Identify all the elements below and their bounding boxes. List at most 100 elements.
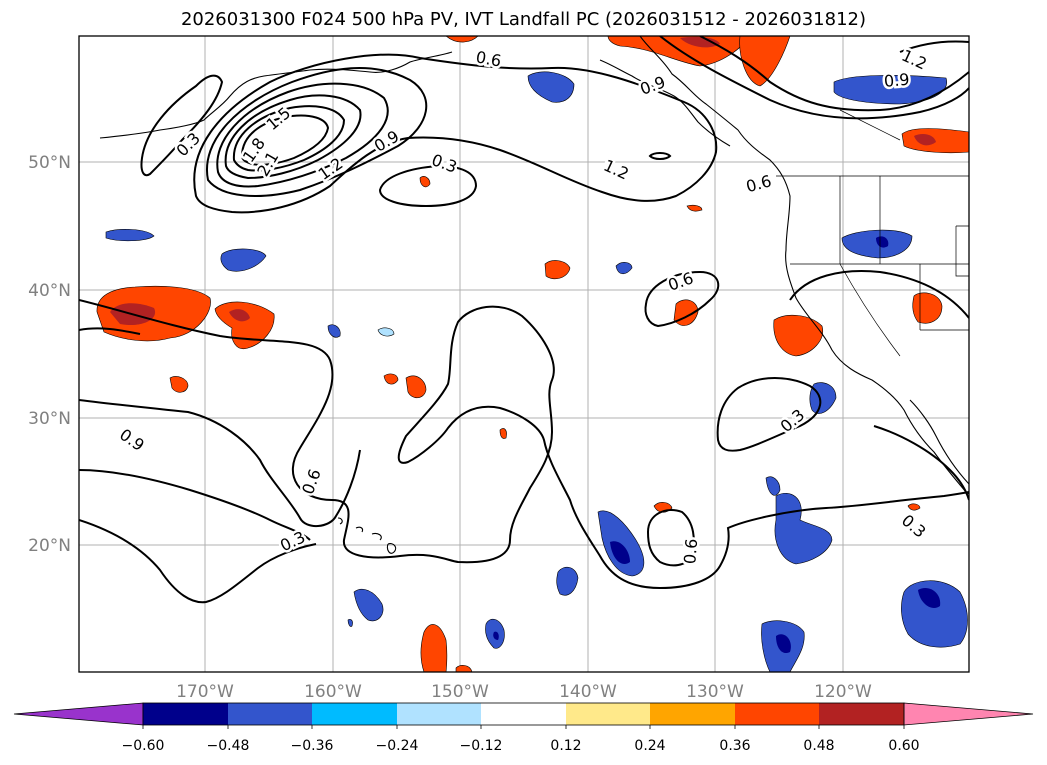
ivt-blob (405, 375, 427, 399)
contour-label: 0.6 (680, 538, 701, 565)
ivt-blob (455, 665, 473, 672)
map-title: 2026031300 F024 500 hPa PV, IVT Landfall… (180, 9, 867, 30)
pv-contour (646, 509, 695, 567)
coastline-north-america (639, 36, 969, 495)
colorbar-segment (735, 703, 819, 725)
colorbar-segment (228, 703, 312, 725)
ivt-blob (220, 248, 267, 272)
map-frame (78, 35, 970, 673)
ivt-blob (527, 71, 575, 103)
ivt-blob (914, 134, 936, 146)
colorbar-segment (143, 703, 228, 725)
pv-contour (79, 299, 969, 590)
pv-contour (216, 82, 389, 188)
colorbar-segment (312, 703, 397, 725)
lon-label-150w: 150°W (431, 682, 489, 702)
colorbar-segment (650, 703, 735, 725)
ivt-blob (383, 373, 399, 385)
colorbar-tick: −0.36 (291, 738, 334, 754)
pv-contour (378, 164, 478, 208)
ivt-blob (229, 309, 250, 322)
ivt-blob (776, 634, 791, 654)
ivt-blob (420, 624, 448, 672)
ivt-blob (419, 176, 431, 188)
pv-contour (224, 94, 362, 180)
colorbar-tick: −0.24 (376, 738, 419, 754)
lat-label-50n: 50°N (28, 153, 71, 173)
pv-contour (205, 66, 428, 197)
pv-contour (899, 40, 969, 53)
ivt-blob (774, 492, 833, 565)
contour-label: 0.9 (883, 70, 910, 91)
ivt-blob (841, 229, 913, 259)
pv-contour (644, 270, 720, 328)
pv-contour (789, 270, 969, 319)
colorbar-tick: 0.48 (803, 738, 834, 754)
colorbar-segment (481, 703, 566, 725)
pv-contour (193, 53, 718, 214)
ivt-blob (347, 618, 353, 627)
pv-contour (648, 152, 672, 160)
ivt-blob (597, 510, 645, 577)
ivt-blob (615, 262, 633, 275)
ivt-blob (912, 292, 943, 324)
pv-contour (873, 425, 969, 501)
ivt-blob (907, 503, 921, 511)
lon-label-140w: 140°W (559, 682, 617, 702)
ivt-blob (765, 476, 781, 496)
colorbar-segment (397, 703, 481, 725)
colorbar: −0.60 −0.48 −0.36 −0.24 −0.12 0.12 0.24 … (13, 702, 1034, 754)
colorbar-extend-low (13, 702, 144, 726)
pv-contour (79, 327, 361, 527)
latitude-labels: 50°N 40°N 30°N 20°N (28, 153, 71, 556)
ivt-blob (327, 324, 341, 338)
colorbar-tick: 0.36 (719, 738, 750, 754)
ivt-blob (680, 36, 720, 48)
lat-label-30n: 30°N (28, 409, 71, 429)
pv-contour (716, 377, 822, 452)
ivt-blob (493, 631, 499, 640)
pv-contour (79, 469, 311, 541)
colorbar-tick: 0.12 (550, 738, 581, 754)
ivt-blob (105, 229, 155, 242)
coastlines (99, 36, 969, 554)
ivt-blob (918, 587, 941, 609)
ivt-blob (169, 376, 189, 393)
pv-contour (79, 519, 317, 604)
lon-label-120w: 120°W (814, 682, 872, 702)
ivt-blob (876, 236, 889, 248)
pv-contour (140, 74, 224, 177)
colorbar-segment (819, 703, 904, 725)
pv-contour (659, 36, 969, 120)
ivt-blob (610, 541, 630, 564)
coastline-aleutians (99, 51, 453, 139)
colorbar-tick: 0.60 (888, 738, 919, 754)
lon-label-160w: 160°W (304, 682, 362, 702)
ivt-blob (214, 301, 275, 350)
coastline-alaska-panhandle (599, 59, 731, 147)
ivt-blob (377, 327, 395, 337)
colorbar-tick: −0.12 (460, 738, 503, 754)
pv-contour (232, 105, 346, 172)
ivt-blob (544, 260, 571, 280)
hawaii-islands (337, 517, 397, 554)
pv-contour (240, 114, 330, 166)
ivt-blob (556, 566, 579, 596)
colorbar-extend-high (903, 702, 1034, 726)
coastline-baja (909, 399, 969, 485)
ivt-blob (773, 314, 823, 357)
ivt-negative-shading (105, 71, 968, 672)
colorbar-tick: 0.24 (634, 738, 665, 754)
colorbar-tick: −0.48 (207, 738, 250, 754)
ivt-blob (901, 580, 968, 648)
map-plot-area (79, 36, 969, 672)
colorbar-segment (566, 703, 650, 725)
ivt-blob (739, 36, 791, 87)
longitude-labels: 170°W 160°W 150°W 140°W 130°W 120°W (176, 682, 872, 702)
ivt-blob (353, 589, 384, 622)
pv-contour (699, 36, 969, 112)
ivt-blob (686, 204, 703, 212)
lat-label-20n: 20°N (28, 536, 71, 556)
ivt-blob (499, 428, 507, 439)
pv-contours (79, 36, 969, 604)
